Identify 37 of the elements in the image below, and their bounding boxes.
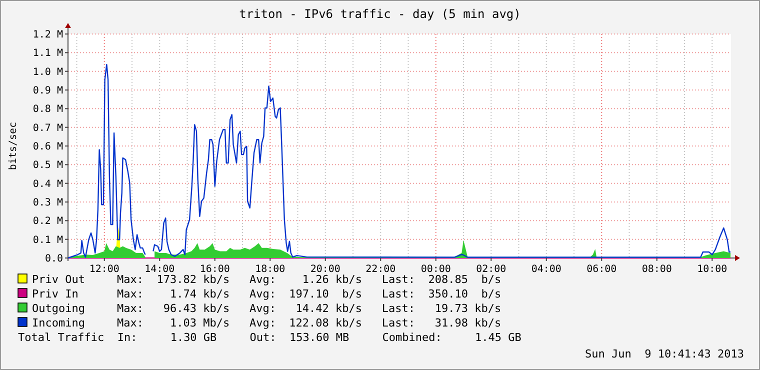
y-tick-label: 0.8 M bbox=[32, 104, 63, 116]
x-tick-label: 02:00 bbox=[476, 264, 506, 275]
legend-label: Priv In bbox=[32, 288, 78, 300]
y-tick-label: 1.0 M bbox=[32, 66, 63, 78]
x-tick-label: 10:00 bbox=[697, 264, 728, 275]
x-tick-label: 14:00 bbox=[144, 264, 175, 275]
chart-title: triton - IPv6 traffic - day (5 min avg) bbox=[239, 7, 521, 21]
x-tick-label: 16:00 bbox=[200, 264, 230, 275]
x-tick-label: 00:00 bbox=[420, 264, 451, 275]
text: Total Traffic In: 1.30 GB Out: 153.60 MB Combined: 1.45 GB bbox=[18, 331, 522, 344]
x-tick-label: 08:00 bbox=[642, 264, 672, 275]
y-tick-label: 1.1 M bbox=[32, 48, 63, 60]
text: Max: 1.03 Mb/s Avg: 122.08 kb/s Last: 31.98 kb/s bbox=[117, 316, 502, 330]
y-tick-label: 1.2 M bbox=[32, 30, 63, 40]
y-tick-label: 0.4 M bbox=[32, 178, 63, 190]
legend-label: Incoming bbox=[32, 316, 85, 330]
x-tick-label: 22:00 bbox=[366, 264, 396, 275]
x-tick-label: 12:00 bbox=[89, 264, 120, 275]
y-tick-label: 0.6 M bbox=[32, 142, 63, 152]
x-tick-label: 06:00 bbox=[586, 264, 617, 275]
legend-label: Outgoing bbox=[32, 302, 85, 315]
x-tick-label: 04:00 bbox=[531, 264, 562, 275]
text: Max: 173.82 kb/s Avg: 1.26 kb/s Last: 208.85 b/s bbox=[117, 273, 502, 286]
y-tick-label: 0.7 M bbox=[32, 122, 63, 134]
text: Sun Jun 9 10:41:43 2013 bbox=[585, 348, 744, 360]
y-tick-label: 0.0 bbox=[44, 254, 63, 264]
y-tick-label: 0.9 M bbox=[32, 86, 63, 96]
text: Max: 96.43 kb/s Avg: 14.42 kb/s Last: 19.73 kb/s bbox=[117, 302, 502, 315]
y-tick-label: 0.5 M bbox=[32, 160, 63, 172]
legend-label: Priv Out bbox=[32, 273, 85, 286]
text: Max: 1.74 kb/s Avg: 197.10 b/s Last: 350.10 b/s bbox=[117, 288, 502, 300]
y-axis-title: bits/sec bbox=[8, 122, 19, 170]
x-tick-label: 20:00 bbox=[310, 264, 340, 275]
y-tick-label: 0.3 M bbox=[32, 198, 63, 208]
y-tick-label: 0.1 M bbox=[32, 234, 63, 246]
x-tick-label: 18:00 bbox=[255, 264, 286, 275]
y-tick-label: 0.2 M bbox=[32, 216, 63, 228]
